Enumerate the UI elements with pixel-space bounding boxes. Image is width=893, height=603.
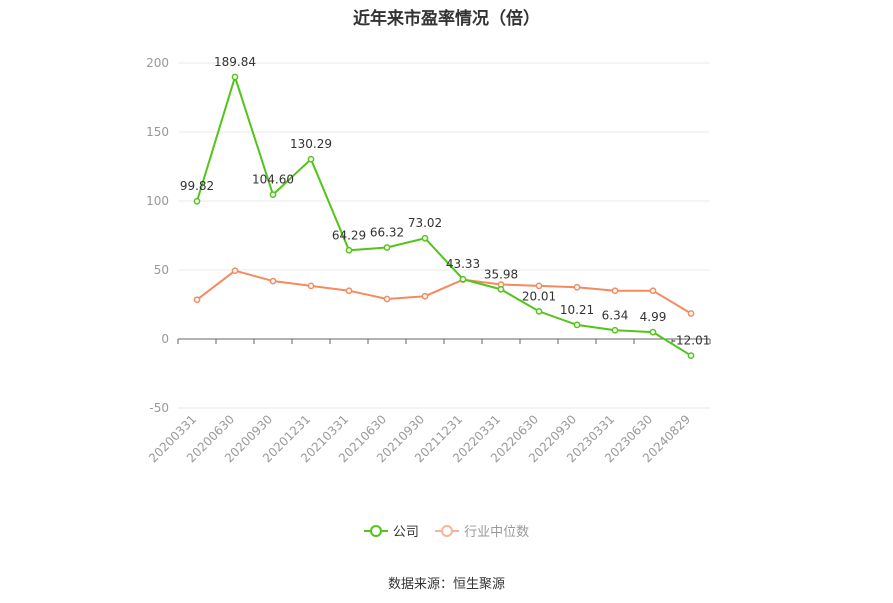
data-point-industry-median[interactable] [193, 296, 201, 304]
data-point-industry-median[interactable] [307, 282, 315, 290]
data-point-company[interactable] [383, 244, 391, 251]
y-tick-label: 50 [154, 263, 169, 277]
y-tick-label: -50 [149, 401, 169, 415]
legend-item-industry-median[interactable]: 行业中位数 [435, 521, 529, 540]
legend-label-industry-median: 行业中位数 [464, 525, 530, 540]
legend-marker-industry-median [435, 524, 460, 538]
data-point-industry-median[interactable] [573, 283, 581, 291]
y-tick-label: 0 [161, 332, 169, 346]
data-point-industry-median[interactable] [345, 287, 353, 295]
data-label: 73.02 [408, 216, 442, 230]
data-source: 数据来源：恒生聚源 [387, 577, 505, 592]
series-line-industry-median [196, 269, 692, 315]
data-point-company[interactable] [345, 246, 353, 254]
data-point-company[interactable] [269, 191, 277, 199]
data-point-company[interactable] [535, 308, 543, 315]
series-lines [193, 73, 695, 359]
data-label: 4.99 [640, 310, 667, 324]
data-point-industry-median[interactable] [611, 287, 619, 295]
chart-title: 近年来市盈率情况（倍） [353, 9, 540, 29]
legend-marker-company [363, 524, 388, 538]
data-label: -12.01 [672, 334, 711, 348]
data-point-company[interactable] [193, 197, 201, 205]
data-label: 10.21 [560, 303, 594, 317]
y-tick-label: 200 [146, 56, 169, 70]
data-point-company[interactable] [231, 73, 239, 81]
y-axis-ticks: 200 150 100 50 0 -50 [146, 56, 169, 415]
x-axis [177, 338, 711, 344]
data-point-company[interactable] [459, 275, 467, 283]
data-label: 66.32 [370, 225, 404, 239]
data-label: 35.98 [484, 267, 518, 281]
data-label: 64.29 [332, 228, 366, 242]
data-point-company[interactable] [421, 234, 429, 242]
data-point-industry-median[interactable] [269, 277, 277, 285]
data-labels: 99.82 189.84 104.60 130.29 64.29 66.32 73.02 43… [180, 55, 711, 348]
y-tick-label: 100 [146, 194, 169, 208]
data-point-industry-median[interactable] [535, 282, 543, 290]
data-label: 130.29 [290, 137, 332, 151]
data-label: 189.84 [214, 55, 256, 69]
y-tick-label: 150 [146, 125, 169, 139]
data-point-industry-median[interactable] [687, 310, 695, 317]
data-point-company[interactable] [573, 321, 581, 329]
data-label: 104.60 [252, 173, 294, 187]
legend-item-company[interactable]: 公司 [363, 521, 419, 540]
data-label: 20.01 [522, 289, 556, 303]
data-point-company[interactable] [649, 328, 657, 336]
data-label: 43.33 [446, 257, 480, 271]
data-point-industry-median[interactable] [649, 287, 657, 295]
data-label: 6.34 [602, 308, 629, 322]
data-point-company[interactable] [307, 155, 315, 163]
x-axis-ticks: 2020033120200630202009302020123120210331… [146, 412, 693, 465]
series-line-company [196, 73, 692, 357]
legend-label-company: 公司 [392, 525, 419, 540]
grid-lines [178, 62, 710, 409]
data-label: 99.82 [180, 179, 214, 193]
data-point-company[interactable] [497, 285, 505, 293]
data-point-industry-median[interactable] [231, 267, 239, 275]
data-point-industry-median[interactable] [383, 295, 391, 303]
data-point-company[interactable] [611, 326, 619, 334]
data-point-company[interactable] [687, 352, 695, 359]
data-point-industry-median[interactable] [421, 292, 429, 300]
legend: 公司 行业中位数 [0, 521, 893, 542]
